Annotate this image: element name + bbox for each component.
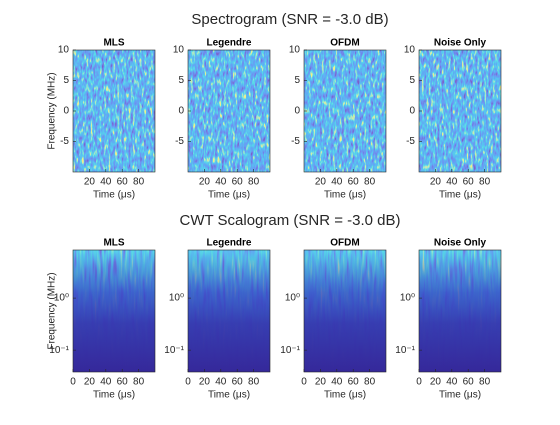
x-tick-label: 80 <box>479 177 491 188</box>
subplot-title: MLS <box>103 38 124 49</box>
x-tick-label: 80 <box>248 177 260 188</box>
y-tick-label: 10⁻¹ <box>395 345 415 356</box>
x-axis-label: Time (μs) <box>93 190 135 201</box>
y-axis-label: Frequency (MHz) <box>47 272 58 349</box>
x-tick-label: 20 <box>84 377 96 388</box>
axes-box <box>303 249 387 373</box>
x-tick-label: 40 <box>331 177 343 188</box>
spectrogram-image <box>73 50 155 172</box>
scalogram-shade <box>304 250 386 372</box>
subplot-title: Legendre <box>206 38 251 49</box>
x-tick-label: 40 <box>331 377 343 388</box>
x-tick-label: 40 <box>446 177 458 188</box>
scalogram-shade <box>188 250 270 372</box>
x-tick-label: 80 <box>479 377 491 388</box>
subplot-title: OFDM <box>330 238 359 249</box>
y-tick-label: -5 <box>175 136 184 147</box>
x-tick-label: 20 <box>199 377 211 388</box>
x-tick-label: 60 <box>463 377 475 388</box>
x-tick-label: 80 <box>248 377 260 388</box>
x-tick-label: 60 <box>232 177 244 188</box>
x-tick-label: 40 <box>100 377 112 388</box>
x-axis-label: Time (μs) <box>208 190 250 201</box>
x-tick-label: 20 <box>315 377 327 388</box>
x-tick-label: 40 <box>215 377 227 388</box>
x-tick-label: 0 <box>70 377 76 388</box>
y-tick-label: -5 <box>291 136 300 147</box>
y-tick-label: 10 <box>173 45 185 56</box>
x-tick-label: 60 <box>232 377 244 388</box>
y-tick-label: 5 <box>63 75 69 86</box>
y-tick-label: 5 <box>409 75 415 86</box>
subplot-title: Legendre <box>206 238 251 249</box>
x-axis-label: Time (μs) <box>324 390 366 401</box>
x-tick-label: 0 <box>301 377 307 388</box>
x-tick-label: 0 <box>416 377 422 388</box>
x-tick-label: 20 <box>84 177 96 188</box>
x-tick-label: 20 <box>199 177 211 188</box>
x-tick-label: 60 <box>348 377 360 388</box>
y-tick-label: 5 <box>294 75 300 86</box>
x-axis-label: Time (μs) <box>324 190 366 201</box>
x-tick-label: 20 <box>430 377 442 388</box>
y-tick-label: 10⁻¹ <box>164 345 184 356</box>
y-tick-label: 10⁰ <box>54 293 69 304</box>
x-tick-label: 80 <box>364 377 376 388</box>
spectrogram-image <box>419 50 501 172</box>
y-tick-label: 5 <box>178 75 184 86</box>
x-tick-label: 0 <box>185 377 191 388</box>
figure-title: CWT Scalogram (SNR = -3.0 dB) <box>179 212 400 229</box>
y-tick-label: 10⁰ <box>400 293 415 304</box>
subplot-title: MLS <box>103 238 124 249</box>
x-tick-label: 60 <box>117 177 129 188</box>
x-tick-label: 80 <box>133 177 145 188</box>
x-tick-label: 60 <box>463 177 475 188</box>
x-tick-label: 40 <box>100 177 112 188</box>
x-tick-label: 40 <box>446 377 458 388</box>
y-tick-label: 10⁻¹ <box>280 345 300 356</box>
subplot-title: Noise Only <box>434 238 487 249</box>
x-axis-label: Time (μs) <box>439 190 481 201</box>
y-tick-label: 0 <box>63 106 69 117</box>
axes-box <box>418 249 502 373</box>
x-axis-label: Time (μs) <box>439 390 481 401</box>
x-tick-label: 80 <box>364 177 376 188</box>
x-tick-label: 80 <box>133 377 145 388</box>
axes-box <box>187 249 271 373</box>
x-tick-label: 20 <box>315 177 327 188</box>
spectrogram-image <box>304 50 386 172</box>
scalogram-shade <box>419 250 501 372</box>
y-tick-label: 10 <box>289 45 301 56</box>
x-tick-label: 20 <box>430 177 442 188</box>
y-tick-label: 10⁰ <box>285 293 300 304</box>
subplot-title: OFDM <box>330 38 359 49</box>
x-tick-label: 60 <box>117 377 129 388</box>
y-tick-label: 10 <box>404 45 416 56</box>
y-tick-label: -5 <box>406 136 415 147</box>
y-tick-label: -5 <box>60 136 69 147</box>
y-tick-label: 10⁻¹ <box>49 345 69 356</box>
figure-title: Spectrogram (SNR = -3.0 dB) <box>191 11 388 28</box>
y-tick-label: 0 <box>409 106 415 117</box>
x-tick-label: 60 <box>348 177 360 188</box>
x-axis-label: Time (μs) <box>93 390 135 401</box>
scalogram-shade <box>73 250 155 372</box>
y-tick-label: 10⁰ <box>169 293 184 304</box>
y-axis-label: Frequency (MHz) <box>47 72 58 149</box>
y-tick-label: 0 <box>178 106 184 117</box>
axes-box <box>72 249 156 373</box>
x-axis-label: Time (μs) <box>208 390 250 401</box>
x-tick-label: 40 <box>215 177 227 188</box>
y-tick-label: 10 <box>58 45 70 56</box>
subplot-title: Noise Only <box>434 38 487 49</box>
spectrogram-image <box>188 50 270 172</box>
y-tick-label: 0 <box>294 106 300 117</box>
